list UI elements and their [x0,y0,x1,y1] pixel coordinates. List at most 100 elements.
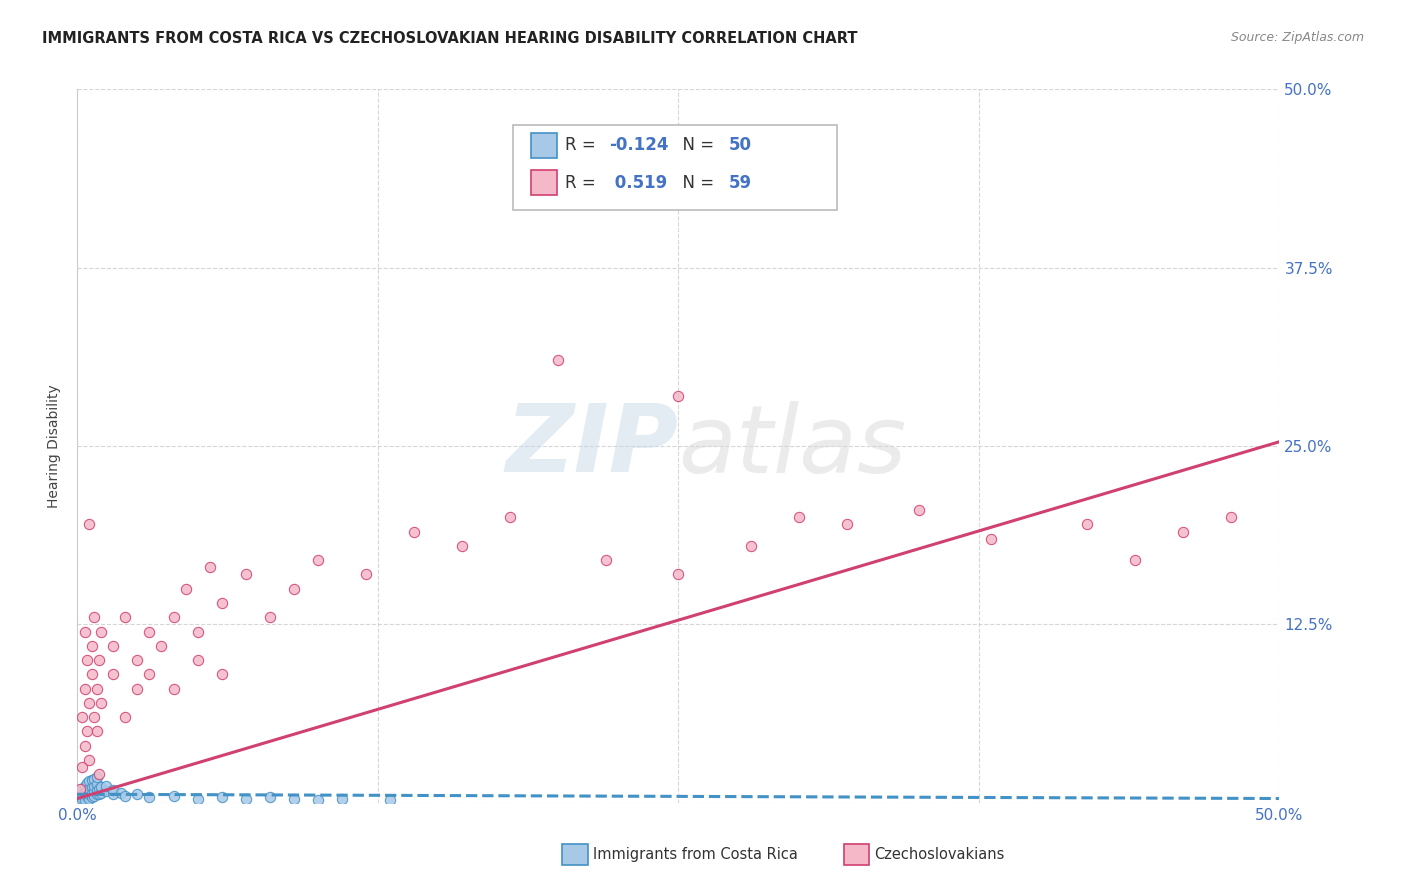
Point [103,639,125,653]
Text: IMMIGRANTS FROM COSTA RICA VS CZECHOSLOVAKIAN HEARING DISABILITY CORRELATION CHA: IMMIGRANTS FROM COSTA RICA VS CZECHOSLOV… [42,31,858,46]
Point [87,767,110,781]
Point [307,793,329,807]
Point [90,780,112,794]
Point [835,517,858,532]
Point [402,524,425,539]
Point [87,787,110,801]
Point [70,710,93,724]
Point [114,610,136,624]
Point [76,776,98,790]
Y-axis label: Hearing Disability: Hearing Disability [48,384,62,508]
Text: R =: R = [565,174,602,192]
Point [86,777,108,791]
Point [79,517,101,532]
Point [79,696,101,710]
Point [73,790,96,805]
Point [162,681,184,696]
Point [90,624,112,639]
Point [138,790,160,805]
Point [80,639,103,653]
Point [103,783,125,797]
Point [79,753,101,767]
Point [79,791,101,805]
Point [83,710,105,724]
Point [187,624,209,639]
Point [80,772,103,787]
Point [90,786,112,800]
Text: N =: N = [672,136,720,154]
Point [73,793,96,807]
Point [114,789,136,803]
Point [908,503,931,517]
Point [70,781,93,796]
Point [86,770,108,784]
Point [73,624,96,639]
Text: Immigrants from Costa Rica: Immigrants from Costa Rica [593,847,799,862]
Point [76,786,98,800]
Point [80,786,103,800]
Point [79,781,101,796]
Point [150,639,173,653]
Point [86,783,108,797]
Point [127,653,149,667]
Point [162,610,184,624]
Point [499,510,522,524]
Point [283,791,305,805]
Text: -0.124: -0.124 [609,136,668,154]
Point [787,510,810,524]
Point [73,681,96,696]
Point [211,790,233,805]
Point [283,582,305,596]
Point [86,681,108,696]
Point [103,667,125,681]
Point [76,653,98,667]
Point [162,789,184,803]
Point [86,787,108,801]
Point [187,791,209,805]
Point [80,667,103,681]
Point [83,610,105,624]
Point [83,789,105,803]
Point [1173,524,1195,539]
Point [187,653,209,667]
Text: R =: R = [565,136,602,154]
Point [547,353,569,368]
Point [980,532,1002,546]
Point [235,791,257,805]
Point [668,567,690,582]
Point [174,582,197,596]
Point [668,389,690,403]
Text: N =: N = [672,174,720,192]
Point [378,793,401,807]
Point [1076,517,1098,532]
Point [235,567,257,582]
Point [73,739,96,753]
Point [138,624,160,639]
Point [330,791,353,805]
Point [83,784,105,798]
Point [76,789,98,803]
Point [211,596,233,610]
Point [259,610,281,624]
Point [87,781,110,796]
Point [1220,510,1243,524]
Point [307,553,329,567]
Point [595,553,617,567]
Point [354,567,377,582]
Point [198,560,221,574]
Point [127,787,149,801]
Point [211,667,233,681]
Point [127,681,149,696]
Text: ZIP: ZIP [506,400,679,492]
Text: Czechoslovakians: Czechoslovakians [875,847,1005,862]
Point [80,780,103,794]
Point [79,787,101,801]
Point [103,787,125,801]
Text: 50: 50 [728,136,751,154]
Point [83,779,105,793]
Point [76,724,98,739]
Point [70,787,93,801]
Point [96,784,118,798]
Point [70,760,93,774]
Text: 0.519: 0.519 [609,174,666,192]
